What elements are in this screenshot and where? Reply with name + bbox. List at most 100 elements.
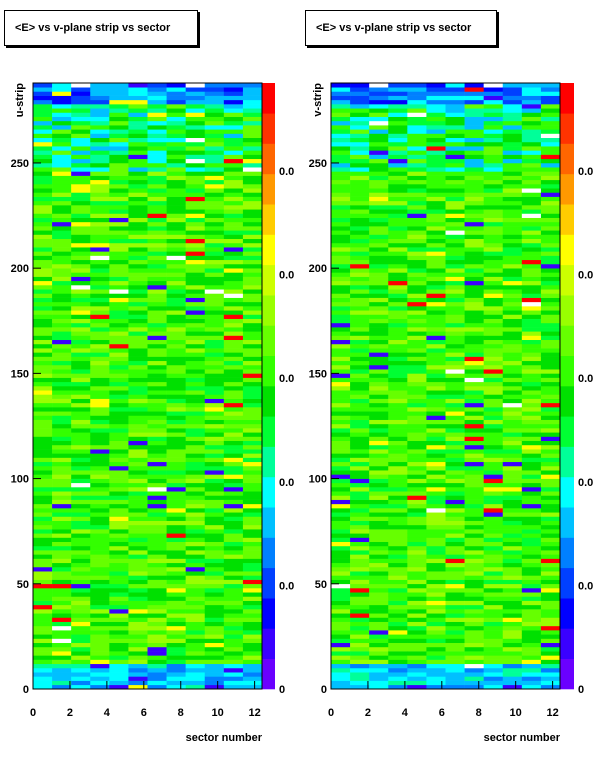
heatmap-cell	[71, 360, 91, 366]
heatmap-cell	[33, 154, 53, 160]
heatmap-cell	[483, 541, 504, 547]
heatmap-cell	[369, 482, 389, 488]
heatmap-cell	[33, 209, 53, 214]
heatmap-cell	[223, 419, 244, 425]
heatmap-cell	[350, 137, 370, 143]
heatmap-cell	[331, 432, 351, 437]
heatmap-cell	[502, 272, 523, 277]
heatmap-cell	[331, 259, 351, 265]
heatmap-cell	[90, 457, 110, 463]
heatmap-cell	[166, 327, 186, 332]
heatmap-cell	[464, 146, 484, 151]
heatmap-cell	[166, 381, 186, 387]
heatmap-cell	[109, 558, 129, 564]
heatmap-cell	[388, 104, 408, 109]
heatmap-cell	[223, 516, 244, 521]
heatmap-cell	[166, 331, 186, 336]
heatmap-cell	[407, 87, 427, 92]
heatmap-cell	[166, 663, 186, 669]
heatmap-cell	[204, 550, 225, 555]
heatmap-cell	[445, 327, 465, 332]
heatmap-cell	[109, 638, 129, 644]
heatmap-cell	[502, 402, 523, 408]
heatmap-cell	[109, 356, 129, 362]
heatmap-cell	[128, 474, 148, 479]
heatmap-cell	[445, 596, 465, 601]
heatmap-cell	[521, 91, 542, 96]
heatmap-cell	[166, 436, 186, 442]
heatmap-cell	[109, 339, 129, 345]
heatmap-cell	[166, 158, 186, 164]
heatmap-cell	[388, 545, 408, 551]
heatmap-cell	[204, 179, 225, 185]
heatmap-cell	[350, 470, 370, 475]
heatmap-cell	[33, 461, 53, 467]
heatmap-cell	[521, 415, 542, 420]
heatmap-cell	[147, 495, 167, 500]
heatmap-cell	[388, 554, 408, 559]
heatmap-cell	[464, 491, 484, 496]
heatmap-cell	[109, 306, 129, 311]
heatmap-cell	[407, 465, 427, 471]
heatmap-cell	[388, 684, 408, 690]
heatmap-cell	[128, 327, 148, 332]
heatmap-cell	[388, 158, 408, 164]
heatmap-cell	[223, 436, 244, 442]
heatmap-cell	[369, 154, 389, 160]
heatmap-cell	[185, 335, 206, 341]
heatmap-cell	[464, 604, 484, 610]
heatmap-cell	[521, 196, 542, 202]
heatmap-cell	[388, 537, 408, 543]
heatmap-cell	[540, 634, 561, 639]
heatmap-cell	[52, 310, 72, 315]
colorbar-cell	[262, 83, 275, 114]
heatmap-cell	[331, 503, 351, 509]
heatmap-cell	[369, 360, 389, 366]
heatmap-cell	[483, 609, 504, 614]
heatmap-cell	[331, 179, 351, 185]
heatmap-cell	[540, 116, 561, 122]
colorbar-tick-label: 0.0	[279, 373, 294, 385]
heatmap-cell	[540, 672, 561, 677]
heatmap-cell	[331, 508, 351, 513]
heatmap-cell	[464, 630, 484, 635]
heatmap-cell	[445, 566, 465, 572]
heatmap-cell	[464, 285, 484, 290]
heatmap-cell	[71, 234, 91, 240]
heatmap-cell	[369, 141, 389, 147]
heatmap-cell	[147, 356, 167, 362]
y-axis-label: u-strip	[14, 83, 26, 118]
heatmap-cell	[242, 167, 263, 172]
heatmap-cell	[242, 133, 263, 139]
heatmap-cell	[369, 470, 389, 475]
heatmap-cell	[33, 558, 53, 564]
heatmap-cell	[331, 297, 351, 303]
heatmap-cell	[388, 200, 408, 206]
heatmap-cell	[109, 200, 129, 206]
heatmap-cell	[166, 108, 186, 113]
heatmap-cell	[445, 554, 465, 559]
heatmap-cell	[223, 146, 244, 151]
heatmap-cell	[407, 348, 427, 353]
heatmap-cell	[407, 575, 427, 580]
heatmap-cell	[388, 133, 408, 139]
heatmap-cell	[407, 630, 427, 635]
heatmap-cell	[350, 331, 370, 336]
heatmap-cell	[71, 162, 91, 168]
heatmap-cell	[483, 108, 504, 113]
heatmap-cell	[502, 322, 523, 328]
heatmap-cell	[109, 301, 129, 307]
heatmap-cell	[90, 659, 110, 665]
heatmap-cell	[204, 541, 225, 547]
heatmap-cell	[369, 634, 389, 639]
heatmap-cell	[33, 499, 53, 505]
heatmap-cell	[407, 407, 427, 412]
heatmap-cell	[350, 209, 370, 214]
heatmap-cell	[388, 583, 408, 589]
heatmap-cell	[502, 550, 523, 555]
heatmap-cell	[109, 550, 129, 555]
heatmap-cell	[464, 221, 484, 227]
heatmap-cell	[147, 230, 167, 235]
heatmap-cell	[445, 533, 465, 538]
heatmap-cell	[483, 554, 504, 559]
